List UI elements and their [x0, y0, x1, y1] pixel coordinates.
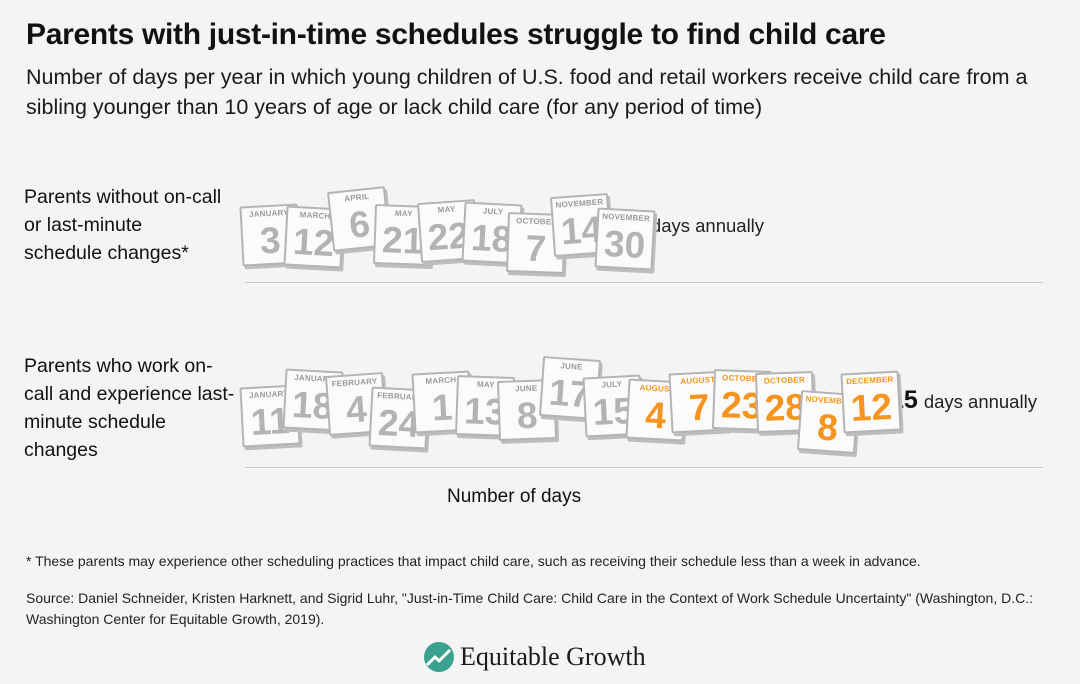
calendar-day-number: 12 — [849, 385, 893, 430]
chart-title: Parents with just-in-time schedules stru… — [26, 18, 886, 51]
chart-subtitle: Number of days per year in which young c… — [26, 65, 1028, 119]
calendar-day-number: 30 — [603, 222, 647, 267]
footnote: * These parents may experience other sch… — [26, 553, 921, 569]
calendar-month: DECEMBER — [845, 374, 894, 387]
calendar-day: DECEMBER 12 — [840, 370, 902, 434]
total-unit: days annually — [923, 391, 1037, 412]
total-on-call-schedules: 15 days annually — [890, 386, 1037, 415]
calendar-month: OCTOBER — [763, 375, 805, 386]
source-note: Source: Daniel Schneider, Kristen Harkne… — [26, 590, 1033, 627]
row-divider-1 — [245, 282, 1043, 283]
equitable-growth-logo-icon — [424, 642, 454, 672]
calendar-month: NOVEMBER — [602, 211, 651, 224]
row-divider-2 — [245, 467, 1043, 468]
total-unit: days annually — [650, 215, 765, 236]
calendar-day: NOVEMBER 30 — [594, 207, 656, 271]
x-axis-label: Number of days — [447, 486, 582, 507]
row-label-on-call-schedules: Parents who work on-call and experience … — [24, 355, 235, 461]
equitable-growth-logo: Equitable Growth — [424, 640, 646, 674]
logo-wordmark: Equitable Growth — [460, 642, 646, 671]
row-label-no-schedule-changes: Parents without on-call or last-minute s… — [24, 186, 222, 264]
